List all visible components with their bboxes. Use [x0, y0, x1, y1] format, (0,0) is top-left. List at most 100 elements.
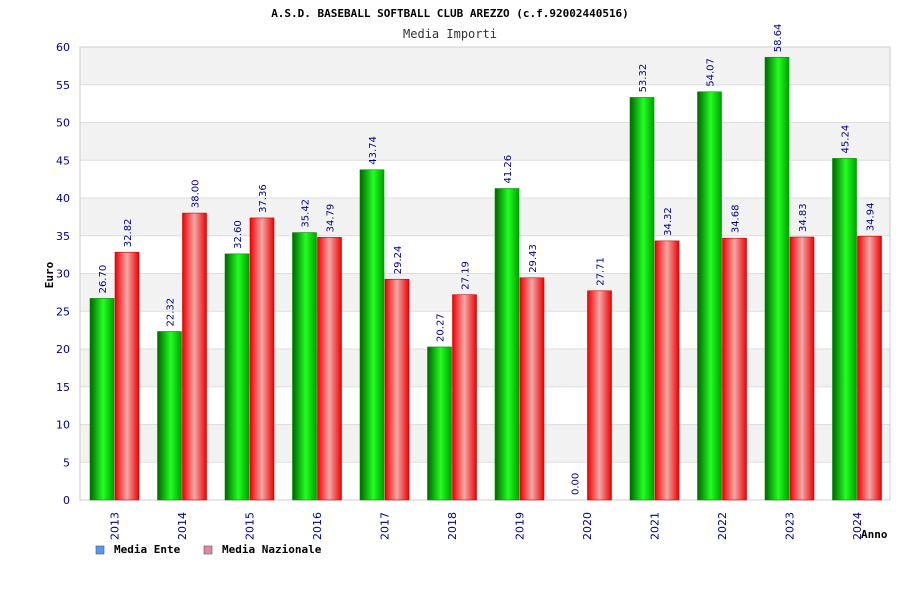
value-label: 38.00: [191, 179, 202, 208]
value-label: 53.32: [638, 64, 649, 93]
grid-bands: [80, 47, 890, 500]
value-label: 32.60: [233, 220, 244, 249]
y-axis-ticks: 0 5 10 15 20 25 30 35 40 45 50 55 60: [56, 41, 70, 507]
value-label: 34.94: [866, 203, 877, 232]
bar-media-ente-2019: [494, 188, 520, 501]
y-tick-label: 55: [56, 79, 70, 92]
grid-band: [80, 160, 890, 198]
legend-swatch: [95, 545, 105, 555]
grid-band: [80, 462, 890, 500]
bar-media-nazionale-2016: [317, 237, 342, 501]
bar-media-nazionale-2020: [587, 290, 612, 501]
value-label: 34.68: [731, 205, 742, 234]
y-tick-label: 20: [56, 343, 70, 356]
x-tick-label: 2015: [244, 512, 257, 540]
grid-band: [80, 198, 890, 236]
value-label: 54.07: [706, 58, 717, 87]
bar-media-ente-2024: [832, 158, 857, 501]
value-label: 29.43: [528, 244, 539, 273]
bar-media-nazionale-2022: [722, 237, 747, 501]
bar-media-ente-2021: [629, 97, 655, 501]
value-label: 32.82: [123, 219, 134, 248]
bar-media-ente-2023: [764, 56, 790, 501]
x-tick-label: 2013: [109, 512, 122, 540]
value-label: 27.71: [596, 257, 607, 286]
bar-media-ente-2013: [89, 298, 115, 501]
value-label: 35.42: [301, 199, 312, 228]
y-tick-label: 50: [56, 117, 70, 130]
bar-media-nazionale-2013: [114, 251, 140, 501]
bar-media-nazionale-2024: [857, 235, 882, 501]
grid-band: [80, 47, 890, 85]
bar-media-ente-2015: [224, 253, 250, 501]
grid-lines: [79, 46, 891, 501]
bar-media-nazionale-2018: [452, 294, 477, 501]
value-label: 37.36: [258, 184, 269, 213]
bar-media-ente-2017: [359, 169, 385, 501]
legend-item-label: Media Ente: [114, 543, 181, 556]
y-tick-label: 0: [63, 494, 70, 507]
value-label: 22.32: [166, 298, 177, 327]
legend-swatch: [203, 545, 213, 555]
y-tick-label: 25: [56, 305, 70, 318]
bar-media-ente-2014: [157, 331, 182, 501]
value-label: 0.00: [571, 473, 582, 495]
grid-band: [80, 235, 890, 274]
value-label: 26.70: [98, 265, 109, 294]
x-axis-ticks: 2013 2014 2015 2016 2017 2018 2019 2020 2021 2022…: [109, 512, 865, 540]
grid-band: [80, 311, 890, 349]
x-tick-label: 2023: [784, 512, 797, 540]
y-tick-label: 15: [56, 381, 70, 394]
bar-media-nazionale-2019: [519, 277, 545, 501]
value-label: 29.24: [393, 246, 404, 275]
y-tick-label: 10: [56, 419, 70, 432]
value-label: 20.27: [436, 313, 447, 342]
y-tick-label: 40: [56, 192, 70, 205]
y-tick-label: 60: [56, 41, 70, 54]
y-tick-label: 45: [56, 154, 70, 167]
value-label: 27.19: [461, 261, 472, 290]
x-tick-label: 2016: [311, 512, 324, 540]
value-labels: 26.70 32.82 22.32 38.00 32.60 37.36 35.42 34.79…: [98, 24, 877, 495]
y-tick-label: 30: [56, 268, 70, 281]
bar-media-ente-2018: [427, 346, 452, 501]
bar-media-nazionale-2017: [384, 278, 410, 501]
y-tick-label: 5: [63, 456, 70, 469]
bar-media-nazionale-2015: [249, 217, 275, 501]
grid-band: [80, 84, 890, 123]
value-label: 43.74: [368, 136, 379, 165]
chart-title: A.S.D. BASEBALL SOFTBALL CLUB AREZZO (c.…: [271, 7, 629, 20]
grid-band: [80, 386, 890, 425]
bar-media-nazionale-2021: [654, 240, 680, 501]
value-label: 58.64: [773, 24, 784, 53]
plot-frame: [79, 46, 891, 501]
bar-media-nazionale-2023: [789, 236, 815, 501]
value-label: 34.83: [798, 203, 809, 232]
value-label: 45.24: [841, 125, 852, 154]
x-tick-label: 2019: [514, 512, 527, 540]
grid-band: [80, 273, 890, 312]
y-axis-label: Euro: [43, 261, 56, 288]
grid-band: [80, 349, 890, 387]
x-tick-label: 2024: [851, 512, 864, 540]
bars: [89, 56, 882, 501]
x-tick-label: 2018: [446, 512, 459, 540]
value-label: 41.26: [503, 155, 514, 184]
y-tick-label: 35: [56, 230, 70, 243]
grid-band: [80, 424, 890, 463]
x-tick-label: 2022: [716, 512, 729, 540]
x-tick-label: 2021: [649, 512, 662, 540]
bar-media-ente-2022: [697, 91, 722, 501]
chart-subtitle: Media Importi: [403, 27, 497, 41]
bar-media-nazionale-2014: [182, 212, 207, 501]
legend: Media Ente Media Nazionale: [95, 543, 322, 556]
grid-band: [80, 122, 890, 161]
x-tick-label: 2020: [581, 512, 594, 540]
x-tick-label: 2014: [176, 512, 189, 540]
value-label: 34.79: [326, 204, 337, 233]
bar-media-ente-2016: [292, 232, 317, 501]
x-axis-label: Anno: [861, 528, 888, 541]
value-label: 34.32: [663, 207, 674, 236]
legend-item-label: Media Nazionale: [222, 543, 322, 556]
